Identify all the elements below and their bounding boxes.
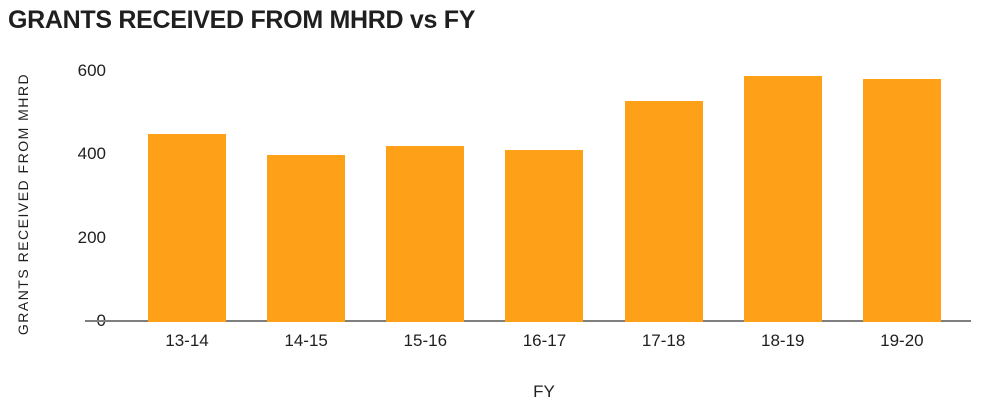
chart-title: GRANTS RECEIVED FROM MHRD vs FY <box>8 6 476 34</box>
bar-13-14[interactable] <box>148 133 226 322</box>
x-tick-label: 15-16 <box>403 331 448 350</box>
y-tick-label: 200 <box>77 227 106 247</box>
x-tick-label: 19-20 <box>880 331 924 350</box>
bar-18-19[interactable] <box>743 76 822 322</box>
bar-17-18[interactable] <box>624 101 703 322</box>
bar-14-15[interactable] <box>267 155 346 322</box>
x-tick-label: 17-18 <box>641 331 686 350</box>
x-tick-label: 18-19 <box>761 331 805 350</box>
x-axis-title: FY <box>533 382 555 401</box>
bar-16-17[interactable] <box>505 149 584 322</box>
x-tick-label: 16-17 <box>522 331 567 350</box>
y-tick-label: 600 <box>77 61 106 80</box>
x-tick-label: 14-15 <box>284 331 328 350</box>
y-axis-title: GRANTS RECEIVED FROM MHRD <box>15 72 31 336</box>
bar-19-20[interactable] <box>862 78 941 322</box>
bar-15-16[interactable] <box>386 146 465 322</box>
y-tick-label: 400 <box>77 144 106 164</box>
x-tick-label: 13-14 <box>165 331 209 350</box>
